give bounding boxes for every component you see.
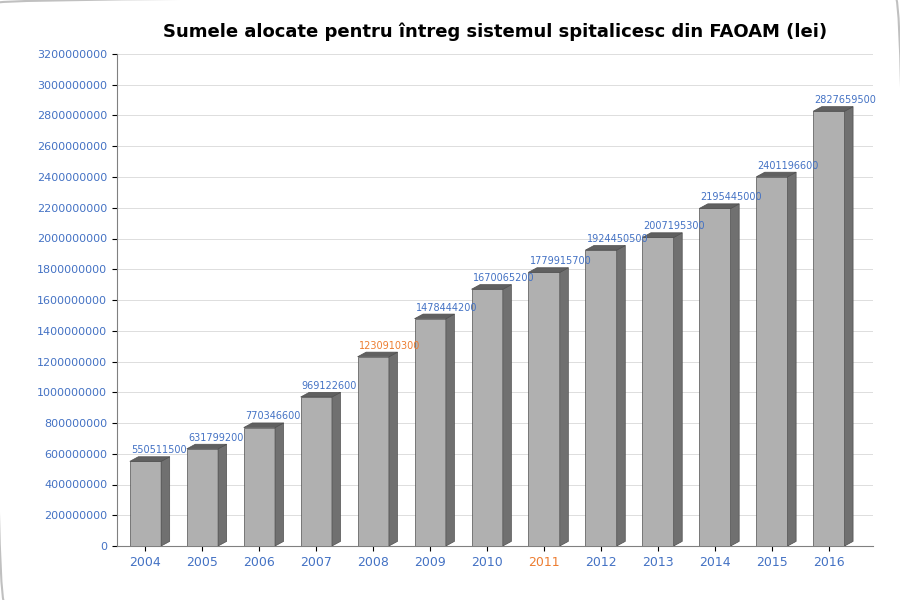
Polygon shape [161, 457, 170, 546]
Text: 2007195300: 2007195300 [644, 221, 705, 231]
Text: 2827659500: 2827659500 [814, 95, 877, 105]
Polygon shape [699, 208, 731, 546]
Polygon shape [357, 357, 389, 546]
Text: 1924450500: 1924450500 [587, 234, 648, 244]
Polygon shape [788, 172, 796, 546]
Polygon shape [130, 461, 161, 546]
Polygon shape [699, 204, 739, 208]
Polygon shape [332, 392, 340, 546]
Polygon shape [560, 268, 568, 546]
Polygon shape [301, 392, 340, 397]
Text: 969122600: 969122600 [302, 381, 357, 391]
Polygon shape [244, 423, 284, 428]
Polygon shape [756, 177, 788, 546]
Polygon shape [503, 284, 511, 546]
Polygon shape [814, 111, 844, 546]
Text: 1478444200: 1478444200 [416, 302, 477, 313]
Polygon shape [301, 397, 332, 546]
Polygon shape [130, 457, 170, 461]
Polygon shape [585, 250, 616, 546]
Polygon shape [357, 352, 398, 357]
Polygon shape [415, 319, 446, 546]
Polygon shape [275, 423, 284, 546]
Text: 2195445000: 2195445000 [700, 193, 762, 202]
Polygon shape [814, 107, 853, 111]
Polygon shape [528, 268, 568, 272]
Polygon shape [446, 314, 454, 546]
Polygon shape [643, 233, 682, 238]
Text: 1670065200: 1670065200 [472, 273, 535, 283]
Polygon shape [187, 444, 227, 449]
Polygon shape [528, 272, 560, 546]
Text: 1230910300: 1230910300 [359, 341, 420, 350]
Text: 770346600: 770346600 [245, 412, 301, 421]
Polygon shape [674, 233, 682, 546]
Text: 631799200: 631799200 [188, 433, 243, 443]
Title: Sumele alocate pentru întreg sistemul spitalicesc din FAOAM (lei): Sumele alocate pentru întreg sistemul sp… [163, 23, 827, 41]
Polygon shape [616, 245, 625, 546]
Text: 550511500: 550511500 [131, 445, 186, 455]
Polygon shape [415, 314, 454, 319]
Polygon shape [218, 444, 227, 546]
Text: 2401196600: 2401196600 [758, 161, 819, 170]
Polygon shape [187, 449, 218, 546]
Polygon shape [472, 284, 511, 289]
Polygon shape [585, 245, 625, 250]
Polygon shape [472, 289, 503, 546]
Polygon shape [244, 428, 275, 546]
Polygon shape [844, 107, 853, 546]
Polygon shape [643, 238, 674, 546]
Polygon shape [389, 352, 398, 546]
Polygon shape [756, 172, 796, 177]
Text: 1779915700: 1779915700 [529, 256, 591, 266]
Polygon shape [731, 204, 739, 546]
